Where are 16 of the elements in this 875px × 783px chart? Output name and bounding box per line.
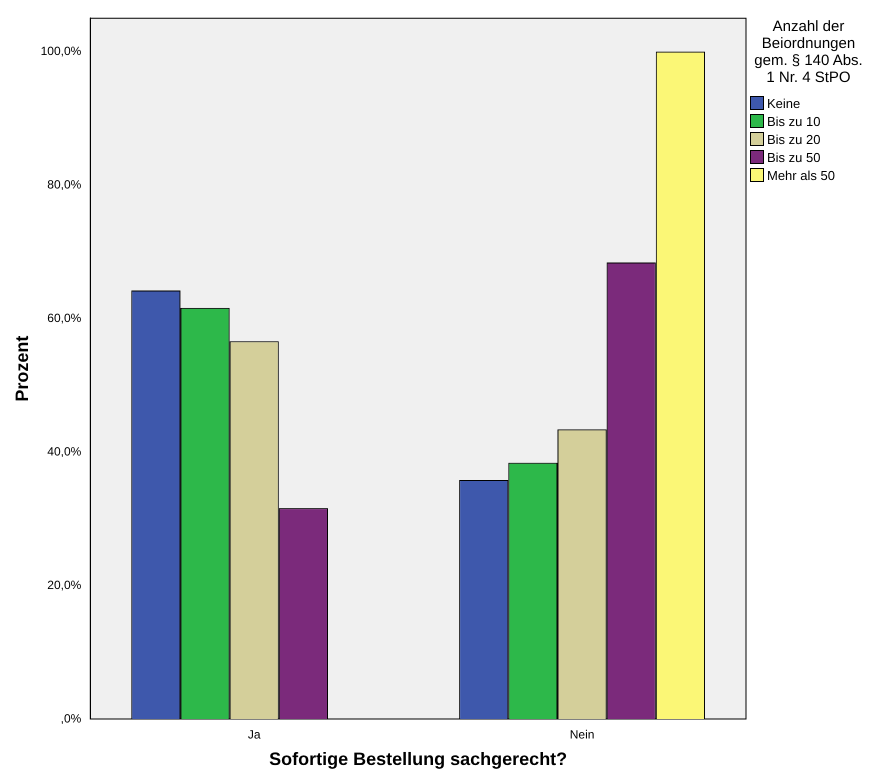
legend-title: Anzahl der Beiordnungen gem. § 140 Abs. 1 Nr. 4 StPO	[753, 18, 864, 86]
y-tick-label: 100,0%	[40, 44, 82, 58]
y-tick-label: 60,0%	[47, 310, 82, 325]
y-tick-label: 80,0%	[47, 177, 82, 192]
legend-label: Mehr als 50	[767, 168, 835, 182]
x-axis-title: Sofortige Bestellung sachgerecht?	[269, 749, 568, 770]
legend-label: Bis zu 10	[767, 114, 820, 128]
y-tick-label: 40,0%	[47, 444, 82, 458]
legend-label: Bis zu 50	[767, 150, 820, 164]
x-tick-label: Ja	[248, 728, 261, 742]
y-tick-label: ,0%	[60, 711, 82, 726]
legend-label: Bis zu 20	[767, 132, 820, 146]
y-axis-title: Prozent	[12, 336, 32, 402]
legend-label: Keine	[767, 96, 800, 110]
y-tick-label: 20,0%	[47, 578, 82, 592]
x-tick-label: Nein	[570, 728, 594, 742]
